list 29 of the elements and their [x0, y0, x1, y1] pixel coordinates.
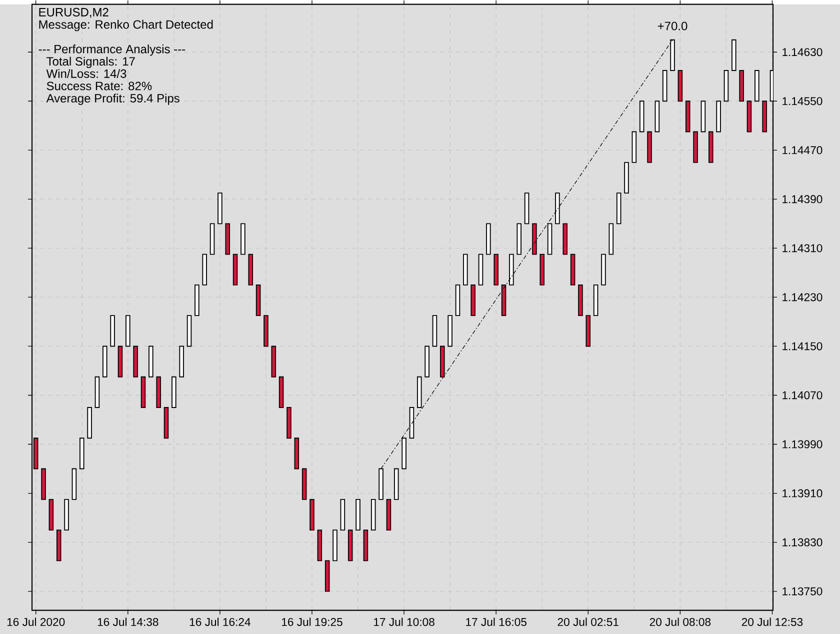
chart-title: EURUSD,M2 — [39, 8, 108, 18]
x-tick-label: 16 Jul 19:25 — [282, 618, 342, 626]
y-tick-label: 1.14070 — [782, 391, 822, 400]
annotation: Average Profit: 59.4 Pips — [46, 94, 180, 105]
annotation: +70.0 — [658, 22, 688, 30]
y-tick-label: 1.13750 — [782, 587, 822, 596]
x-tick-label: 17 Jul 10:08 — [374, 618, 434, 626]
y-tick-label: 1.14310 — [782, 244, 822, 252]
x-tick-label: 20 Jul 12:53 — [742, 618, 803, 626]
y-tick-label: 1.14230 — [782, 293, 822, 302]
y-tick-label: 1.14630 — [782, 48, 822, 56]
x-tick-label: 16 Jul 14:38 — [98, 618, 158, 626]
annotation: --- Performance Analysis --- — [38, 44, 186, 56]
x-tick-label: 20 Jul 02:51 — [558, 618, 618, 626]
annotation: Win/Loss: 14/3 — [46, 68, 126, 78]
annotation: Message: Renko Chart Detected — [39, 20, 213, 31]
y-tick-label: 1.14550 — [782, 96, 822, 105]
y-tick-label: 1.13910 — [782, 489, 822, 498]
x-tick-label: 17 Jul 16:05 — [466, 618, 526, 626]
y-tick-label: 1.14390 — [782, 195, 822, 204]
y-tick-label: 1.13830 — [782, 538, 822, 546]
y-tick-label: 1.14150 — [782, 342, 822, 350]
x-tick-label: 16 Jul 2020 — [7, 618, 65, 626]
annotation: Success Rate: 82% — [46, 82, 152, 90]
x-tick-label: 20 Jul 08:08 — [650, 618, 711, 626]
x-tick-label: 16 Jul 16:24 — [190, 618, 250, 626]
annotation: Total Signals: 17 — [46, 56, 135, 68]
y-tick-label: 1.14470 — [782, 146, 822, 154]
y-tick-label: 1.13990 — [782, 440, 822, 448]
